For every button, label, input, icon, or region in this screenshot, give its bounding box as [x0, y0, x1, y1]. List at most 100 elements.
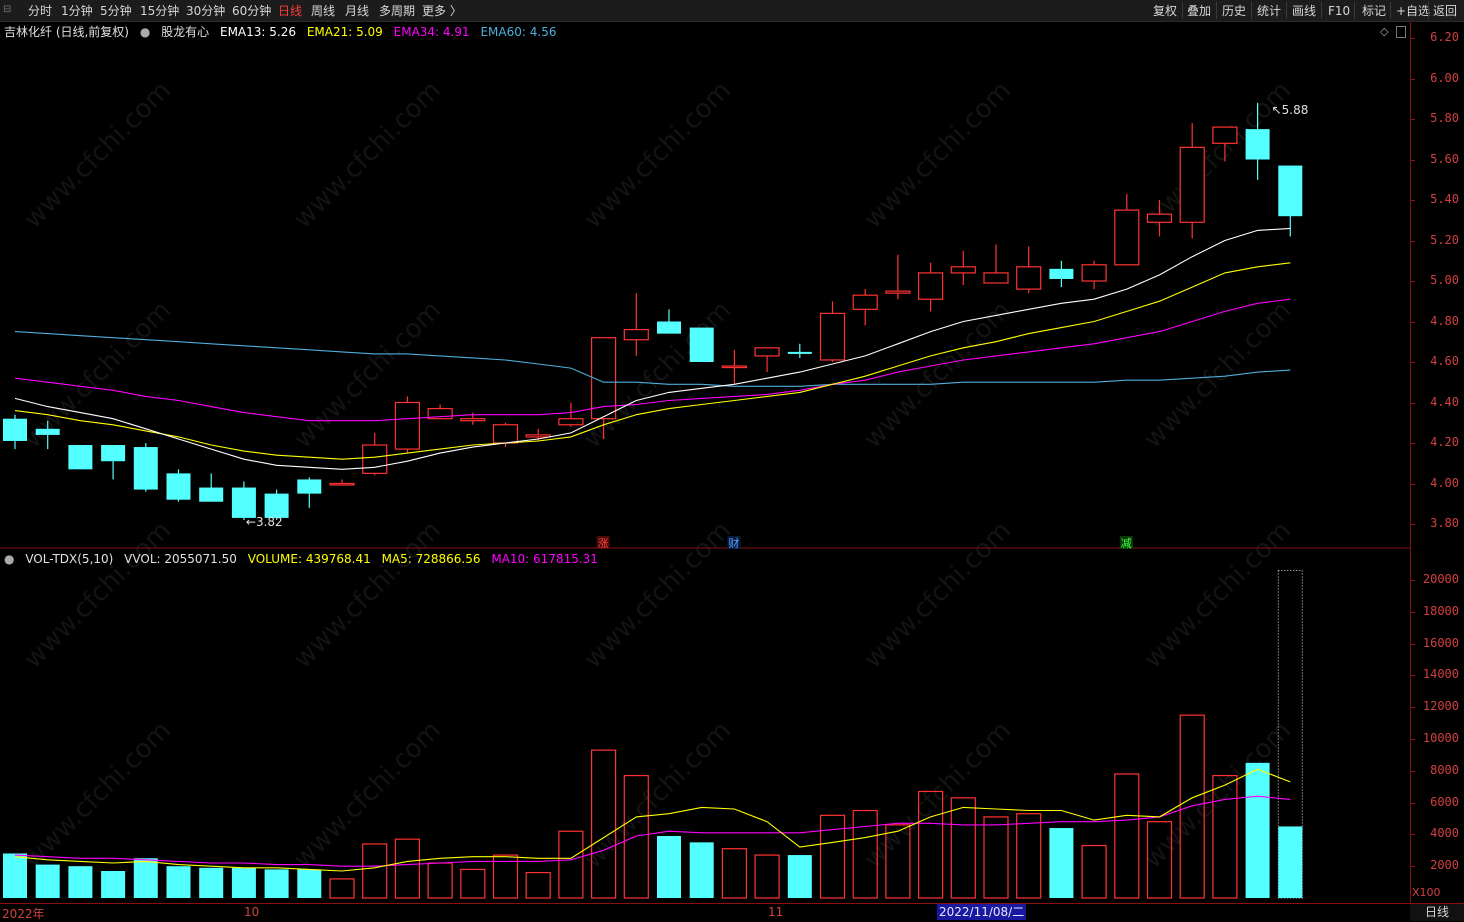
volume-bar-down	[166, 866, 191, 898]
volume-bar-down	[297, 869, 322, 898]
vvol-value: VVOL: 2055071.50	[124, 552, 237, 566]
price-axis-label: 4.60	[1430, 354, 1459, 368]
volume-axis-tick	[1411, 611, 1415, 613]
event-marker-rise-box	[596, 536, 610, 549]
candle-body-down	[133, 447, 158, 490]
price-axis-label: 4.20	[1430, 435, 1459, 449]
high-price-label: ↖5.88	[1272, 103, 1309, 117]
price-axis-tick	[1411, 200, 1415, 201]
period-intraday[interactable]: 分时	[28, 4, 53, 18]
candle-body-up	[950, 266, 976, 274]
price-axis-tick	[1411, 362, 1415, 363]
volume-bar-down	[657, 835, 681, 898]
volume-indicator-name[interactable]: VOL-TDX(5,10)	[25, 552, 114, 566]
period-multi[interactable]: 多周期	[379, 4, 416, 18]
period-1min[interactable]: 1分钟	[61, 4, 93, 18]
price-axis-tick	[1411, 159, 1415, 161]
price-axis-tick	[1411, 119, 1415, 120]
candle-body-down	[35, 428, 60, 435]
statistics-button[interactable]: 统计	[1257, 4, 1282, 18]
volume-unit-label: X100	[1412, 886, 1441, 899]
volume-bar-down	[264, 869, 289, 898]
period-monthly[interactable]: 月线	[345, 4, 370, 18]
volume-bar-up	[558, 830, 584, 899]
period-15min[interactable]: 15分钟	[140, 4, 180, 18]
volume-bar-down	[689, 842, 714, 898]
volume-ma10-line	[14, 795, 1291, 867]
candle-body-down	[264, 493, 289, 518]
chart-canvas[interactable]: ↖5.88 ←3.82 涨 财 减	[0, 22, 1410, 903]
candle-body-down	[1049, 268, 1074, 279]
draw-line-button[interactable]: 画线	[1292, 4, 1317, 18]
volume-axis-tick	[1411, 739, 1415, 740]
volume-bar-up	[394, 838, 420, 899]
window-menu-icon[interactable]: ⊟	[3, 4, 12, 15]
price-axis-label: 5.80	[1430, 111, 1459, 125]
volume-bar-up	[917, 790, 944, 899]
period-more-menu[interactable]: 更多 〉	[422, 4, 462, 18]
price-axis-tick	[1411, 443, 1415, 444]
time-label-2022: 2022年	[2, 907, 45, 921]
ema21-line	[14, 262, 1291, 460]
volume-axis-tick	[1411, 834, 1415, 836]
period-60min[interactable]: 60分钟	[232, 4, 272, 18]
volume-axis-tick	[1411, 770, 1415, 772]
volume-legend: ● VOL-TDX(5,10) VVOL: 2055071.50 VOLUME:…	[4, 551, 605, 567]
price-axis-tick	[1411, 78, 1415, 80]
f10-button[interactable]: F10	[1328, 4, 1351, 18]
period-30min[interactable]: 30分钟	[186, 4, 226, 18]
indicator-dropdown-icon[interactable]: ●	[139, 25, 151, 39]
bottom-period-label[interactable]: 日线	[1410, 903, 1464, 921]
history-button[interactable]: 历史	[1222, 4, 1247, 18]
candle-body-up	[362, 444, 388, 474]
volume-axis-label: 18000	[1422, 603, 1459, 618]
volume-axis-tick	[1411, 802, 1415, 804]
volume-bar-up	[819, 814, 846, 899]
candle-body-up	[852, 294, 878, 310]
candle-body-up	[917, 272, 944, 300]
candle-body-up	[983, 272, 1009, 284]
candle-body-up	[1081, 264, 1107, 282]
candle-body-up	[492, 424, 519, 444]
candle-body-down	[657, 321, 681, 334]
mark-button[interactable]: 标记	[1362, 4, 1387, 18]
ema13-line	[14, 227, 1291, 470]
ema34-value: EMA34: 4.91	[393, 25, 470, 39]
volume-bar-up	[427, 862, 453, 899]
panel-scroll-icon[interactable]	[1396, 26, 1406, 38]
candle-body-up	[754, 347, 780, 357]
time-label-nov: 11	[768, 905, 784, 919]
ema13-value: EMA13: 5.26	[219, 25, 296, 39]
stock-title[interactable]: 吉林化纤 (日线,前复权)	[4, 25, 129, 39]
volume-axis-label: 10000	[1422, 731, 1459, 745]
volume-bar-down	[1049, 828, 1074, 898]
period-5min[interactable]: 5分钟	[100, 4, 132, 18]
back-button[interactable]: 返回	[1433, 4, 1458, 18]
volume-axis-label: 2000	[1430, 858, 1459, 873]
price-axis-label: 3.80	[1430, 516, 1459, 530]
volume-bar-down	[133, 858, 158, 898]
volume-ma5-line	[14, 768, 1291, 872]
period-daily[interactable]: 日线	[278, 4, 303, 18]
price-axis[interactable]: 6.20 6.00 5.80 5.60 5.40 5.20 5.00 4.80 4.60 4.40…	[1410, 22, 1464, 903]
volume-axis-tick	[1411, 866, 1415, 868]
candle-body-down	[297, 479, 322, 494]
volume-value: VOLUME: 439768.41	[247, 552, 371, 566]
volume-bar-up	[721, 848, 748, 899]
price-axis-tick	[1411, 240, 1415, 242]
diamond-icon[interactable]: ◇	[1380, 25, 1389, 38]
overlay-button[interactable]: 叠加	[1187, 4, 1212, 18]
add-watchlist-button[interactable]: +自选	[1396, 4, 1431, 18]
candle-body-down	[1278, 165, 1303, 217]
volume-axis-label: 12000	[1422, 699, 1459, 714]
time-axis[interactable]: 2022年 10 11 2022/11/08/二	[0, 903, 1410, 921]
indicator-name[interactable]: 股龙有心	[161, 25, 210, 39]
ema21-value: EMA21: 5.09	[306, 25, 383, 39]
volume-axis-label: 20000	[1422, 572, 1459, 586]
candle-body-up	[1146, 213, 1173, 223]
candle-body-up	[329, 482, 355, 486]
adjust-button[interactable]: 复权	[1153, 4, 1178, 18]
volume-bar-up	[1114, 773, 1140, 899]
volume-indicator-dropdown-icon[interactable]: ●	[4, 552, 15, 566]
period-weekly[interactable]: 周线	[311, 4, 336, 18]
